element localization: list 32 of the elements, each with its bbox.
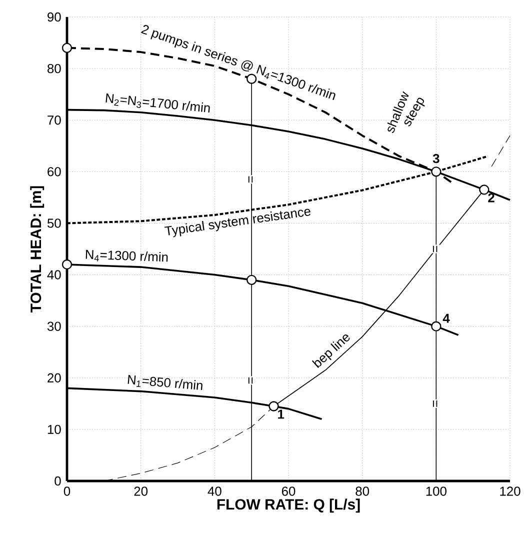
- annotation: =: [433, 246, 438, 252]
- y-axis-title: TOTAL HEAD: [m]: [30, 186, 44, 312]
- y-tick-label: 90: [48, 12, 61, 22]
- text: bep line: [312, 334, 350, 368]
- x-tick-label: 40: [208, 486, 222, 496]
- series-label: N$_{4}$=1300 r/min: [86, 250, 168, 262]
- annotation: 4: [442, 314, 450, 323]
- x-axis-title: FLOW RATE: Q [L/s]: [217, 498, 360, 513]
- series-label: N$_{1}$=850 r/min: [128, 374, 202, 390]
- text: N$_{2}$=N$_{3}$=1700 r/min: [106, 94, 210, 113]
- y-tick-label: 80: [48, 64, 61, 74]
- annotation: =: [248, 176, 253, 183]
- annotation: =: [248, 377, 253, 384]
- x-tick-label: 20: [134, 486, 148, 496]
- y-tick-label: 30: [47, 322, 61, 331]
- y-tick-label: 50: [47, 218, 61, 228]
- x-tick-label: 60: [282, 486, 296, 496]
- x-tick-label: 80: [356, 486, 370, 496]
- annotation: =: [433, 400, 438, 407]
- x-tick-label: 120: [500, 486, 520, 496]
- y-tick-label: 40: [47, 270, 61, 280]
- x-tick-label: 0: [64, 486, 70, 496]
- annotation: 3: [432, 154, 440, 164]
- annotation: 1: [278, 410, 284, 419]
- x-tick-label: 100: [426, 486, 446, 496]
- annotation: 2: [488, 193, 494, 202]
- y-tick-label: 20: [48, 373, 61, 382]
- y-tick-label: 10: [48, 424, 61, 434]
- y-tick-label: 70: [48, 116, 61, 125]
- y-tick-label: 60: [48, 167, 61, 176]
- text: Typical system resistance: [164, 208, 310, 238]
- y-tick-label: 0: [54, 476, 61, 486]
